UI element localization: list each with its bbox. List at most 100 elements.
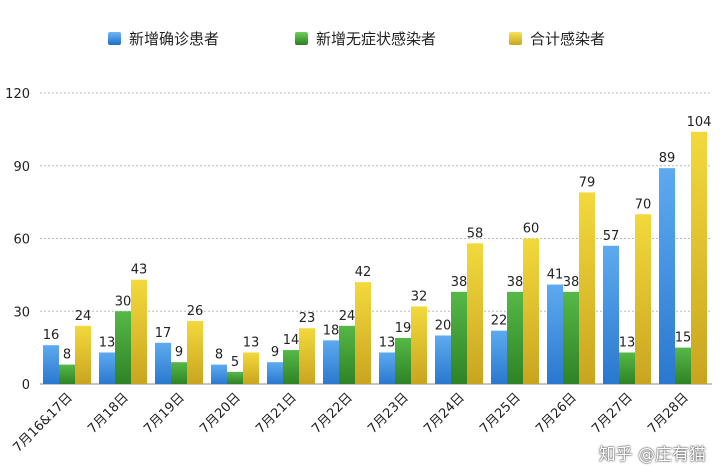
bar-total [75, 325, 91, 384]
legend-item-confirmed: 新增确诊患者 [108, 28, 219, 49]
data-label: 9 [175, 345, 183, 360]
legend-swatch-green [295, 32, 308, 45]
data-label: 57 [603, 229, 620, 244]
bar-asymptomatic [59, 364, 75, 384]
data-label: 42 [355, 265, 372, 280]
bar-asymptomatic [339, 325, 355, 384]
y-tick-label: 90 [13, 160, 30, 175]
data-label: 104 [687, 115, 712, 130]
bar-confirmed [603, 245, 619, 384]
data-label: 60 [523, 222, 540, 237]
legend-swatch-yellow [509, 32, 522, 45]
x-tick-label: 7月24日 [421, 390, 468, 437]
bar-total [635, 214, 651, 384]
bar-confirmed [659, 168, 675, 384]
bar-confirmed [323, 340, 339, 384]
data-label: 19 [395, 321, 412, 336]
data-label: 14 [283, 333, 300, 348]
y-tick-label: 120 [5, 87, 30, 102]
bar-total [243, 352, 259, 384]
legend-swatch-blue [108, 32, 121, 45]
data-label: 32 [411, 289, 428, 304]
bar-asymptomatic [171, 362, 187, 384]
data-label: 43 [131, 263, 148, 278]
bar-total [691, 131, 707, 384]
bar-asymptomatic [619, 352, 635, 384]
bar-total [131, 279, 147, 384]
data-label: 38 [451, 275, 468, 290]
data-label: 13 [243, 335, 260, 350]
bar-asymptomatic [675, 347, 691, 384]
data-label: 13 [99, 335, 116, 350]
data-label: 18 [323, 323, 340, 338]
y-tick-label: 60 [13, 233, 30, 248]
bar-confirmed [379, 352, 395, 384]
data-label: 79 [579, 175, 596, 190]
data-label: 13 [619, 335, 636, 350]
data-label: 13 [379, 335, 396, 350]
data-label: 41 [547, 268, 564, 283]
bar-total [523, 238, 539, 384]
data-label: 58 [467, 226, 484, 241]
x-tick-label: 7月23日 [365, 390, 412, 437]
legend-label-confirmed: 新增确诊患者 [129, 30, 220, 48]
x-tick-label: 7月22日 [309, 390, 356, 437]
x-tick-label: 7月21日 [253, 390, 300, 437]
data-label: 38 [507, 275, 524, 290]
x-tick-label: 7月28日 [645, 390, 692, 437]
data-label: 15 [675, 331, 692, 346]
data-label: 16 [43, 328, 60, 343]
bar-asymptomatic [115, 311, 131, 384]
data-label: 70 [635, 197, 652, 212]
x-tick-label: 7月20日 [197, 390, 244, 437]
bar-asymptomatic [451, 291, 467, 384]
y-tick-label: 0 [22, 378, 30, 393]
data-label: 89 [659, 151, 676, 166]
data-label: 22 [491, 314, 508, 329]
bar-total [355, 282, 371, 384]
bar-confirmed [491, 330, 507, 384]
legend-item-total: 合计感染者 [509, 28, 605, 49]
bar-asymptomatic [283, 350, 299, 384]
data-label: 38 [563, 275, 580, 290]
data-label: 26 [187, 304, 204, 319]
bar-confirmed [267, 362, 283, 384]
data-label: 30 [115, 294, 132, 309]
data-label: 9 [271, 345, 279, 360]
x-tick-label: 7月19日 [141, 390, 188, 437]
legend-item-asymptomatic: 新增无症状感染者 [295, 28, 436, 49]
bar-total [299, 328, 315, 384]
legend-label-total: 合计感染者 [530, 30, 606, 48]
data-label: 23 [299, 311, 316, 326]
bar-confirmed [155, 342, 171, 384]
x-tick-label: 7月26日 [533, 390, 580, 437]
data-label: 8 [63, 348, 71, 363]
data-label: 5 [231, 355, 239, 370]
legend-label-asymptomatic: 新增无症状感染者 [316, 30, 437, 48]
bar-asymptomatic [563, 291, 579, 384]
bar-confirmed [99, 352, 115, 384]
bar-confirmed [547, 284, 563, 384]
x-tick-label: 7月16&17日 [10, 390, 75, 455]
bar-asymptomatic [227, 371, 243, 384]
data-label: 20 [435, 319, 452, 334]
legend: 新增确诊患者 新增无症状感染者 合计感染者 [0, 28, 720, 52]
data-label: 17 [155, 326, 172, 341]
bar-total [411, 306, 427, 384]
bar-total [187, 320, 203, 384]
bar-total [467, 243, 483, 384]
bar-asymptomatic [395, 337, 411, 384]
bar-confirmed [435, 335, 451, 384]
bar-confirmed [211, 364, 227, 384]
data-label: 24 [339, 309, 356, 324]
x-tick-label: 7月25日 [477, 390, 524, 437]
x-tick-label: 7月27日 [589, 390, 636, 437]
x-tick-label: 7月18日 [85, 390, 132, 437]
data-label: 8 [215, 348, 223, 363]
bar-total [579, 192, 595, 384]
bar-confirmed [43, 345, 59, 384]
data-label: 24 [75, 309, 92, 324]
bar-asymptomatic [507, 291, 523, 384]
y-tick-label: 30 [13, 305, 30, 320]
